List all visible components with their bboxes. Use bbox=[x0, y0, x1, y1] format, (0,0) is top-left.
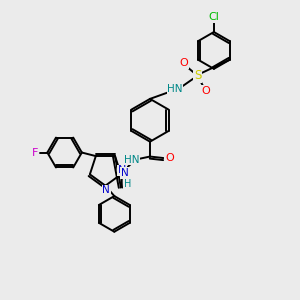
Text: N: N bbox=[118, 165, 126, 175]
Text: O: O bbox=[180, 58, 189, 68]
Text: N: N bbox=[102, 185, 110, 195]
Text: HN: HN bbox=[167, 84, 183, 94]
Text: HN: HN bbox=[124, 154, 139, 164]
Text: Cl: Cl bbox=[208, 12, 219, 22]
Text: N: N bbox=[121, 168, 128, 178]
Text: H: H bbox=[124, 179, 131, 190]
Text: F: F bbox=[32, 148, 39, 158]
Text: O: O bbox=[165, 153, 174, 163]
Text: S: S bbox=[194, 69, 201, 82]
Text: O: O bbox=[202, 85, 211, 96]
